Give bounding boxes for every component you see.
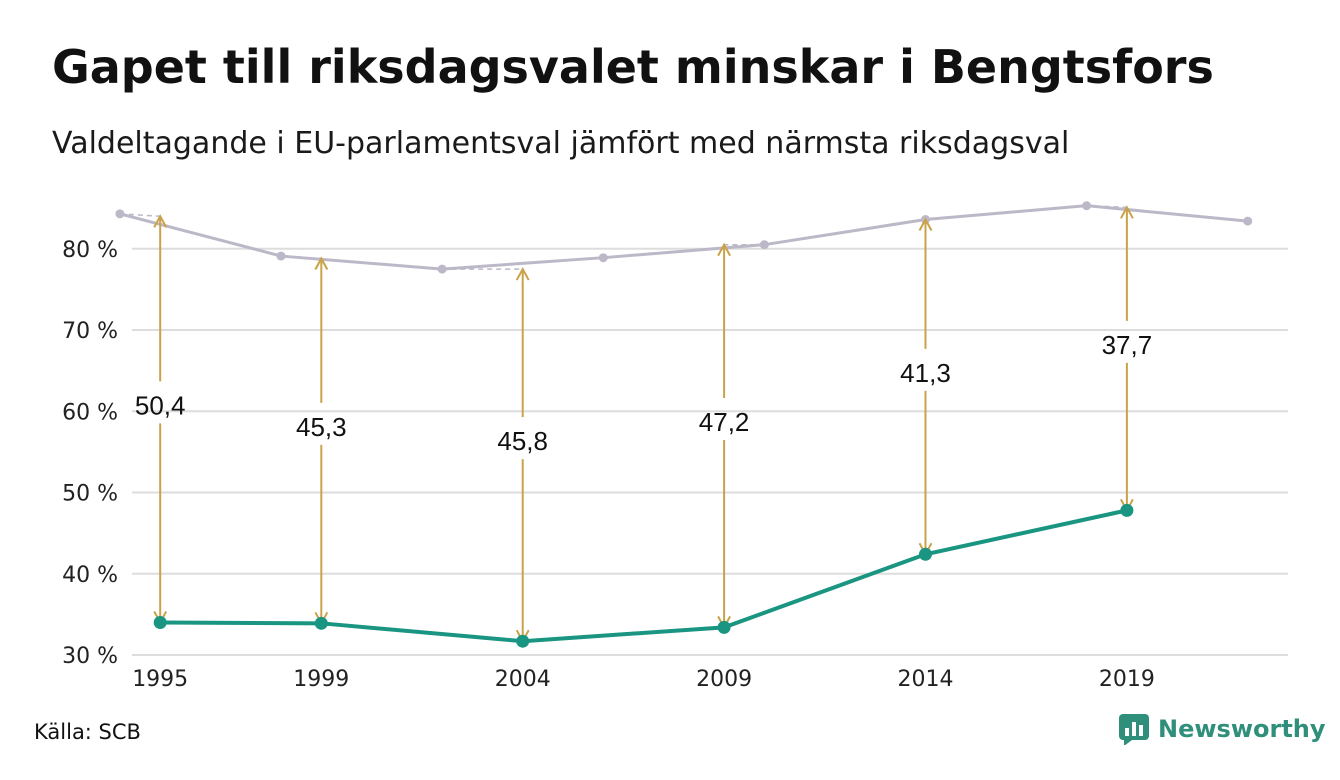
chart-title: Gapet till riksdagsvalet minskar i Bengt…	[52, 40, 1214, 94]
gap-connector	[1086, 204, 1127, 209]
gap-arrowhead-up	[314, 256, 329, 270]
source-note: Källa: SCB	[34, 720, 141, 744]
gap-connector	[119, 213, 161, 217]
eu-point	[1120, 503, 1134, 517]
gap-arrow: 41,3	[900, 217, 951, 557]
eu-point	[314, 616, 328, 630]
eu-point	[717, 620, 731, 634]
riksdag-point	[598, 253, 608, 263]
gap-value-label: 50,4	[135, 390, 186, 420]
brand-name: Newsworthy	[1158, 715, 1326, 743]
gap-value-label: 37,7	[1102, 330, 1153, 360]
turnout-chart: 30 % 40 % 50 % 60 % 70 % 80 % 1995 1999 2004 2009…	[62, 201, 1288, 692]
riksdag-line	[119, 204, 1248, 271]
gap-arrowhead-up	[1120, 205, 1134, 219]
y-tick-label: 50 %	[62, 482, 118, 507]
gap-value-label: 47,2	[699, 407, 750, 437]
gap-arrowhead-up	[918, 217, 933, 231]
gap-connector	[280, 255, 322, 260]
x-tick-label: 2004	[495, 667, 551, 692]
y-tick-label: 40 %	[62, 563, 118, 588]
gap-arrow: 37,7	[1102, 205, 1153, 513]
y-tick-label: 30 %	[62, 644, 118, 669]
gap-value-label: 45,3	[296, 412, 347, 442]
gap-arrow: 45,8	[497, 266, 548, 644]
eu-line	[160, 508, 1128, 644]
riksdag-point	[1243, 216, 1253, 226]
gap-value-label: 45,8	[497, 426, 548, 456]
x-tick-label: 2014	[897, 667, 953, 692]
x-tick-label: 1999	[293, 667, 349, 692]
gap-arrowhead-up	[717, 242, 731, 257]
gap-arrow: 50,4	[135, 214, 186, 625]
chart-subtitle: Valdeltagande i EU-parlamentsval jämfört…	[52, 126, 1070, 161]
x-tick-label: 2009	[696, 667, 752, 692]
x-tick-label: 2019	[1099, 667, 1155, 692]
eu-point	[918, 547, 932, 561]
gap-arrowhead-up	[515, 266, 530, 281]
newsworthy-logo-icon	[1119, 714, 1149, 745]
gap-arrow: 45,3	[296, 256, 347, 626]
y-tick-label: 80 %	[62, 238, 118, 263]
brand: Newsworthy	[1118, 712, 1326, 746]
gap-arrowhead-up	[153, 214, 168, 228]
eu-point	[516, 634, 530, 648]
gap-arrow: 47,2	[699, 242, 750, 630]
gap-value-label: 41,3	[900, 358, 951, 388]
x-tick-label: 1995	[132, 667, 188, 692]
y-tick-label: 70 %	[62, 319, 118, 344]
y-tick-label: 60 %	[62, 400, 118, 425]
eu-point	[153, 616, 167, 629]
